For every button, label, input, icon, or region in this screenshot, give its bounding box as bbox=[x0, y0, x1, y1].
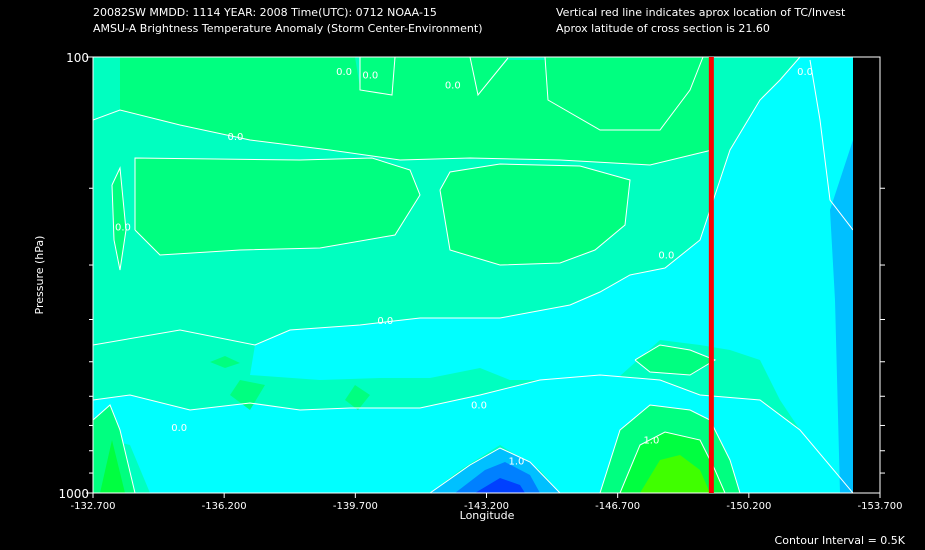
contour-line-bottom-right2 bbox=[619, 431, 726, 493]
contour-label-8: 0.0 bbox=[471, 400, 487, 411]
header-line1-right: Vertical red line indicates aprox locati… bbox=[556, 6, 846, 19]
x-tick-label-2: -139.700 bbox=[333, 501, 378, 512]
contour-label-11: 1.0 bbox=[509, 456, 525, 467]
contour-line-pocket-mid bbox=[634, 344, 717, 376]
contour-label-7: 0.0 bbox=[377, 316, 393, 327]
y-axis: 100 1000 bbox=[58, 51, 885, 501]
contour-line-top-spikes bbox=[359, 57, 396, 96]
contour-label-1: 0.0 bbox=[362, 70, 378, 81]
contour-line-bottom-left bbox=[93, 404, 136, 493]
contour-label-3: 0.0 bbox=[227, 132, 243, 143]
field-positive-lobe-edge bbox=[112, 168, 126, 270]
x-tick-label-5: -150.200 bbox=[726, 501, 771, 512]
contour-line-centre-lobe bbox=[439, 163, 631, 266]
contour-line-right bbox=[809, 59, 853, 231]
contour-label-group: 0.0 0.0 0.0 0.0 0.0 0.0 0.0 0.0 0.0 0.0 1.0 1.0 bbox=[115, 67, 813, 467]
field-negative-bottom-core2 bbox=[475, 478, 525, 493]
header-line2-right: Aprox latitude of cross section is 21.60 bbox=[556, 22, 770, 35]
y-axis-title: Pressure (hPa) bbox=[33, 236, 46, 315]
contour-label-4: 0.0 bbox=[115, 223, 131, 234]
contour-label-0: 0.0 bbox=[336, 67, 352, 78]
contour-line-low bbox=[93, 374, 853, 493]
x-axis: -132.700 -136.200 -139.700 -143.200 -146.700… bbox=[71, 493, 903, 512]
contour-line-edge-lobe bbox=[111, 166, 127, 271]
field-positive-pocket-right3 bbox=[640, 455, 710, 493]
contour-line-bottom-right bbox=[599, 404, 741, 493]
field-negative-right-edge bbox=[830, 140, 853, 493]
x-tick-label-3: -143.200 bbox=[464, 501, 509, 512]
contour-line-left-lobe bbox=[134, 157, 421, 256]
x-tick-label-6: -153.700 bbox=[858, 501, 903, 512]
field-positive-lobe-centre bbox=[440, 164, 630, 265]
contour-line-mid bbox=[93, 57, 801, 346]
field-positive-lobe-upper bbox=[120, 57, 712, 165]
right-strip bbox=[853, 57, 880, 493]
field-positive-pocket-mid2 bbox=[345, 385, 370, 410]
contour-label-10: 1.0 bbox=[643, 436, 659, 447]
y-tick-label-1: 1000 bbox=[58, 487, 89, 501]
field-positive-pocket-left2 bbox=[100, 440, 125, 493]
contour-interval-note: Contour Interval = 0.5K bbox=[775, 534, 906, 547]
contour-field bbox=[93, 57, 853, 493]
x-tick-label-0: -132.700 bbox=[71, 501, 116, 512]
contour-line-bottom-mid bbox=[429, 447, 561, 493]
y-tick-label-0: 100 bbox=[66, 51, 89, 65]
x-tick-label-1: -136.200 bbox=[202, 501, 247, 512]
header-line2-left: AMSU-A Brightness Temperature Anomaly (S… bbox=[93, 22, 483, 35]
x-tick-label-4: -146.700 bbox=[595, 501, 640, 512]
contour-label-2: 0.0 bbox=[445, 80, 461, 91]
field-positive-pocket-low bbox=[210, 356, 240, 368]
contour-label-5: 0.0 bbox=[658, 251, 674, 262]
field-positive-pocket-mid bbox=[230, 380, 265, 410]
x-axis-title: Longitude bbox=[460, 509, 515, 522]
contour-label-9: 0.0 bbox=[171, 423, 187, 434]
header-line1-left: 20082SW MMDD: 1114 YEAR: 2008 Time(UTC):… bbox=[93, 6, 437, 19]
contour-label-6: 0.0 bbox=[797, 67, 813, 78]
contour-line-upper bbox=[93, 109, 713, 166]
contour-lines bbox=[93, 57, 853, 493]
contour-line-top-spikes3 bbox=[544, 57, 704, 131]
field-zero-region-right bbox=[250, 57, 853, 493]
field-positive-lobe-left bbox=[135, 158, 420, 255]
contour-line-top-spikes2 bbox=[469, 57, 509, 97]
